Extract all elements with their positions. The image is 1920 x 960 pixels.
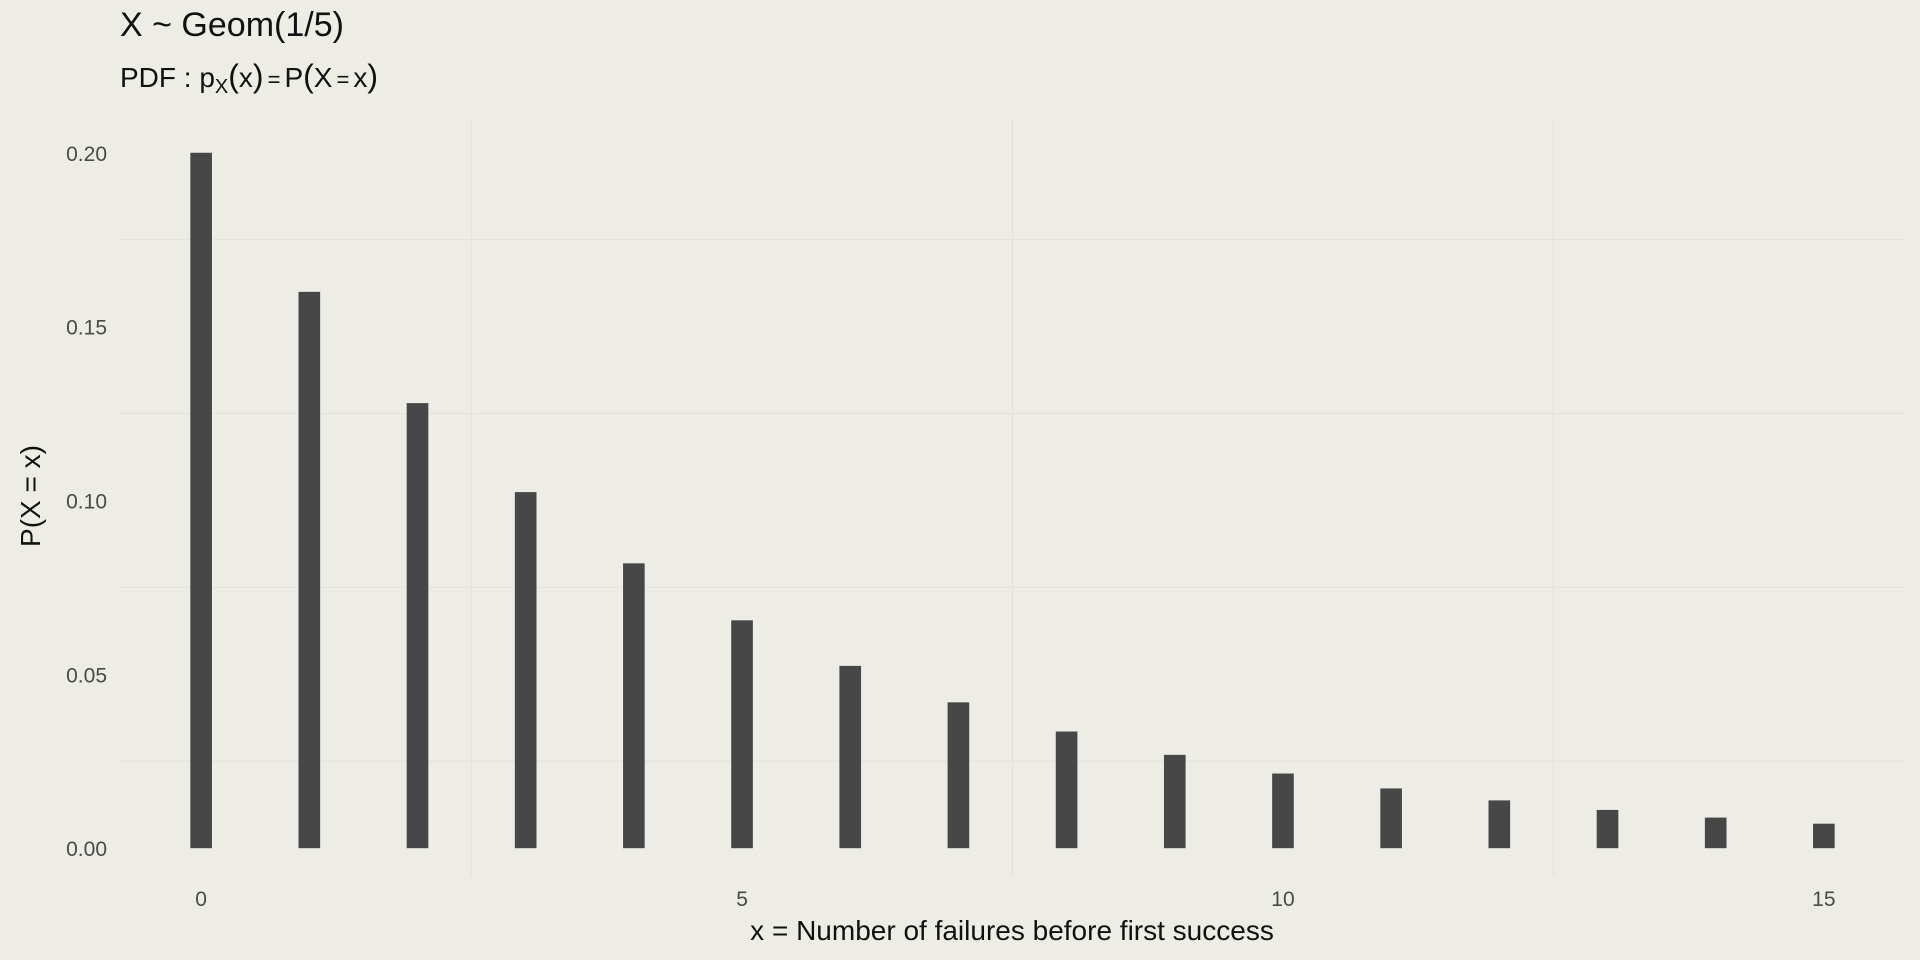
grid-lines bbox=[120, 118, 1905, 876]
subtitle-x1: x bbox=[238, 62, 253, 93]
y-axis-title: P(X = x) bbox=[15, 445, 46, 547]
y-tick-label: 0.05 bbox=[66, 664, 107, 687]
y-tick-label: 0.00 bbox=[66, 838, 107, 861]
bar-x-7 bbox=[947, 702, 970, 849]
bar-x-1 bbox=[298, 291, 321, 849]
x-tick-label: 5 bbox=[736, 888, 748, 911]
subtitle-prefix: PDF : bbox=[120, 62, 200, 93]
y-tick-label: 0.10 bbox=[66, 490, 107, 513]
subtitle-paren-close: ) bbox=[252, 58, 264, 94]
y-tick-label: 0.20 bbox=[66, 143, 107, 166]
bar-x-3 bbox=[514, 492, 537, 849]
bar-x-8 bbox=[1055, 731, 1078, 849]
x-tick-label: 0 bbox=[195, 888, 207, 911]
subtitle-x2: x bbox=[353, 62, 368, 93]
bar-x-4 bbox=[623, 563, 645, 849]
bar-x-6 bbox=[839, 665, 862, 849]
bars bbox=[190, 152, 1835, 849]
bar-x-2 bbox=[406, 403, 429, 849]
x-tick-labels: 0 5 10 15 bbox=[195, 888, 1835, 911]
subtitle-eq: = bbox=[267, 67, 281, 92]
x-axis-title: x = Number of failures before first succ… bbox=[750, 915, 1274, 946]
y-tick-label: 0.15 bbox=[66, 317, 107, 340]
bar-x-10 bbox=[1272, 773, 1294, 849]
bar-x-15 bbox=[1813, 823, 1835, 849]
subtitle-X: X bbox=[313, 62, 333, 93]
subtitle-paren-open: ( bbox=[228, 58, 239, 94]
y-tick-labels: 0.00 0.05 0.10 0.15 0.20 bbox=[66, 143, 107, 861]
subtitle-paren-close-2: ) bbox=[367, 58, 378, 94]
bar-x-13 bbox=[1596, 809, 1619, 849]
bar-x-5 bbox=[731, 620, 753, 849]
bar-x-0 bbox=[190, 152, 212, 849]
subtitle-sub: X bbox=[214, 76, 229, 98]
chart-title: X ~ Geom(1/5) bbox=[120, 6, 344, 44]
bar-x-11 bbox=[1380, 788, 1402, 849]
x-tick-label: 15 bbox=[1812, 888, 1835, 911]
bar-x-9 bbox=[1163, 754, 1186, 849]
bar-x-14 bbox=[1704, 817, 1727, 849]
x-tick-label: 10 bbox=[1271, 888, 1294, 911]
subtitle-eq2: = bbox=[336, 67, 350, 92]
subtitle-p: p bbox=[199, 62, 215, 93]
subtitle-paren-open-2: ( bbox=[303, 58, 314, 94]
subtitle-P: P bbox=[284, 62, 304, 93]
bar-x-12 bbox=[1488, 800, 1511, 849]
chart-subtitle: PDF : pX(x) = P(X = x) bbox=[120, 58, 378, 99]
